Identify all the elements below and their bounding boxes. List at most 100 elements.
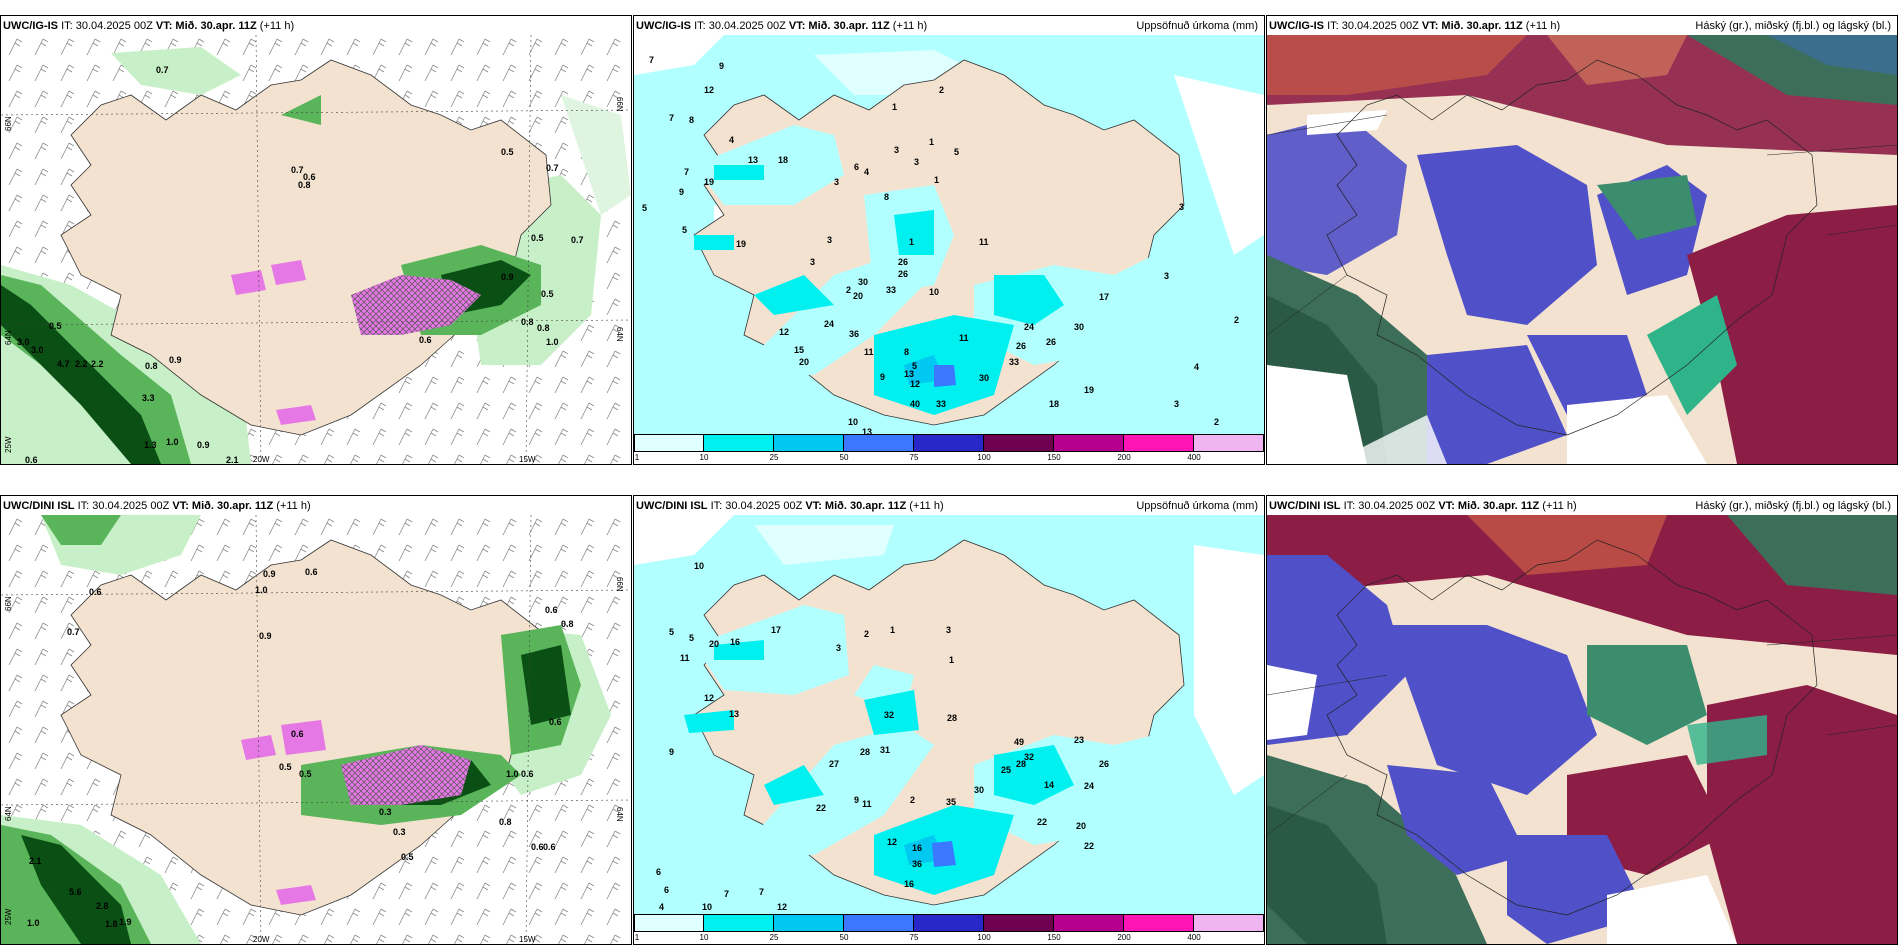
colorbar-tick: 200 [1117, 453, 1131, 462]
value-label: 0.5 [541, 289, 554, 299]
value-label: 26 [898, 257, 908, 267]
value-label: 36 [912, 859, 922, 869]
value-label: 36 [849, 329, 859, 339]
value-label: 0.9 [263, 569, 276, 579]
precip-value-labels: 10 9 5 5 2 1 3 1 16 17 20 11 3 11 9 2 12… [656, 561, 1109, 912]
value-label: 0.9 [169, 355, 182, 365]
colorbar-swatch [914, 914, 984, 932]
value-label: 0.9 [501, 272, 514, 282]
init-time: IT: 30.04.2025 00Z [710, 500, 803, 512]
panel-header: UWC/DINI ISL IT: 30.04.2025 00Z VT: Mið.… [636, 497, 1260, 515]
value-label: 30 [858, 277, 868, 287]
init-time: IT: 30.04.2025 00Z [694, 20, 786, 32]
lat-label-66n: 66N [4, 596, 13, 611]
value-label: 0.5 [279, 762, 292, 772]
value-label: 0.3 [393, 827, 406, 837]
colorbar-swatch [844, 914, 914, 932]
value-label: 30 [1074, 322, 1084, 332]
value-label: 9 [669, 747, 674, 757]
value-label: 11 [862, 799, 872, 809]
value-label: 12 [704, 693, 714, 703]
map-area[interactable]: 0.9 0.6 1.0 0.6 0.7 0.9 0.6 0.5 0.5 0.6 … [1, 515, 631, 944]
field-title: Háský (gr.), miðský (fj.bl.) og lágský (… [1695, 500, 1891, 512]
value-label: 2.2 [75, 359, 88, 369]
value-label: 10 [848, 417, 858, 427]
value-label: 3 [1174, 399, 1179, 409]
colorbar-tick: 400 [1187, 453, 1201, 462]
lat-label-66n: 66N [615, 577, 624, 592]
colorbar-tick: 100 [977, 453, 991, 462]
panel-header: UWC/DINI ISL IT: 30.04.2025 00Z VT: Mið.… [1269, 497, 1893, 515]
value-label: 24 [824, 319, 834, 329]
value-label: 3.0 [31, 345, 44, 355]
value-label: 1.0 [546, 337, 559, 347]
colorbar-tick: 25 [769, 933, 779, 942]
value-label: 0.5 [49, 321, 62, 331]
map-area[interactable]: 0.7 0.5 0.7 0.7 0.6 0.8 0.5 0.7 0.5 3.0 … [1, 35, 631, 464]
colorbar-swatch [914, 434, 984, 452]
iceland-coastline [1326, 59, 1818, 436]
colorbar-swatch [774, 434, 844, 452]
value-label: 30 [974, 785, 984, 795]
value-label: 17 [771, 625, 781, 635]
value-label: 0.6 [303, 172, 316, 182]
map-area[interactable]: 7 9 12 7 8 4 7 19 13 18 9 5 5 19 3 1 3 3… [634, 35, 1264, 434]
value-label: 1.0 [255, 585, 268, 595]
value-label: 0.6 [419, 335, 432, 345]
colorbar-tick: 1 [634, 933, 640, 942]
lead-time: (+11 h) [259, 20, 295, 32]
map-area[interactable]: 10 9 5 5 2 1 3 1 16 17 20 11 3 11 9 2 12… [634, 515, 1264, 914]
value-label: 5.6 [69, 887, 82, 897]
value-label: 12 [704, 85, 714, 95]
colorbar-tick: 10 [699, 453, 709, 462]
precip-colorbar: 1 10 25 50 75 100 150 200 400 [634, 434, 1264, 464]
init-time: IT: 30.04.2025 00Z [61, 20, 153, 32]
lat-label-64n: 64N [4, 806, 13, 821]
value-label: 2.1 [29, 856, 42, 866]
value-label: 5 [642, 203, 647, 213]
map-area[interactable] [1267, 515, 1897, 944]
model-name: UWC/DINI ISL [3, 500, 75, 512]
value-label: 5 [682, 225, 687, 235]
colorbar-tick: 75 [909, 933, 919, 942]
value-label: 33 [886, 285, 896, 295]
value-label: 27 [829, 759, 839, 769]
value-label: 0.7 [546, 163, 559, 173]
colorbar-tick: 100 [977, 933, 991, 942]
value-label: 1 [929, 137, 934, 147]
panel-dini-snow: UWC/DINI ISL IT: 30.04.2025 00Z VT: Mið.… [0, 495, 632, 945]
colorbar-swatch [634, 434, 704, 452]
value-label: 13 [729, 709, 739, 719]
precip-value-labels: 7 9 12 7 8 4 7 19 13 18 9 5 5 19 3 1 3 3… [642, 55, 1239, 434]
value-label: 16 [730, 637, 740, 647]
value-label: 10 [694, 561, 704, 571]
value-label: 6 [656, 867, 661, 877]
value-label: 5 [669, 627, 674, 637]
value-label: 8 [904, 347, 909, 357]
value-label: 20 [709, 639, 719, 649]
colorbar-tick: 150 [1047, 453, 1061, 462]
value-label: 26 [1016, 341, 1026, 351]
value-label: 23 [1074, 735, 1084, 745]
value-label: 0.5 [299, 769, 312, 779]
field-title: Uppsöfnuð úrkoma (mm) [1136, 20, 1258, 32]
value-label: 1.9 [119, 917, 132, 927]
map-area[interactable] [1267, 35, 1897, 464]
value-label: 31 [880, 745, 890, 755]
colorbar-swatch [704, 914, 774, 932]
value-label: 0.5 [401, 852, 414, 862]
value-label: 11 [959, 333, 969, 343]
value-label: 7 [684, 167, 689, 177]
value-label: 32 [884, 710, 894, 720]
value-label: 18 [778, 155, 788, 165]
value-label: 1 [890, 625, 895, 635]
value-label: 3 [834, 177, 839, 187]
value-label: 3 [894, 145, 899, 155]
value-label: 11 [680, 653, 690, 663]
value-label: 0.9 [259, 631, 272, 641]
value-label: 0.5 [531, 233, 544, 243]
value-label: 25 [1001, 765, 1011, 775]
colorbar-swatch [1124, 914, 1194, 932]
colorbar-tick: 50 [839, 933, 849, 942]
value-label: 12 [779, 327, 789, 337]
